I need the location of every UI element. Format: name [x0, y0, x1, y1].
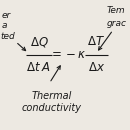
Text: a: a [1, 21, 7, 31]
Text: Tem: Tem [107, 6, 125, 15]
Text: conductivity: conductivity [22, 103, 82, 113]
Text: $\Delta Q$: $\Delta Q$ [30, 35, 48, 49]
Text: $\Delta x$: $\Delta x$ [88, 61, 105, 74]
Text: $= -\kappa$: $= -\kappa$ [49, 48, 86, 61]
Text: er: er [1, 11, 11, 20]
Text: $\Delta t\;A$: $\Delta t\;A$ [27, 61, 51, 74]
Text: $\Delta T$: $\Delta T$ [87, 35, 105, 48]
Text: grac: grac [107, 19, 127, 28]
Text: ted: ted [0, 32, 15, 41]
Text: Thermal: Thermal [32, 91, 72, 101]
